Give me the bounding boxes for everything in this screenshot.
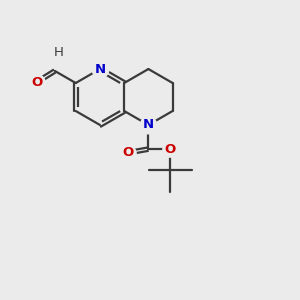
Text: H: H — [53, 46, 63, 59]
Text: O: O — [31, 76, 42, 89]
Text: N: N — [143, 118, 154, 131]
Text: O: O — [122, 146, 133, 159]
Text: N: N — [94, 62, 106, 76]
Text: O: O — [165, 142, 176, 156]
